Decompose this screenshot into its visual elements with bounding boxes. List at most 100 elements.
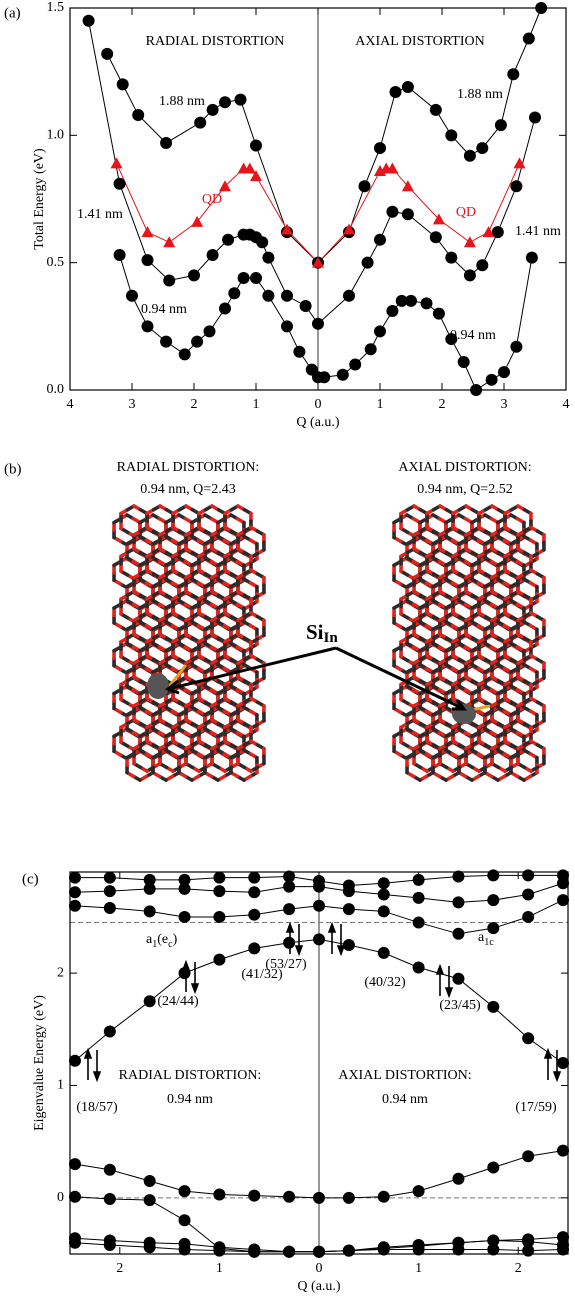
point [207,104,219,116]
point [313,1246,325,1258]
point [343,885,355,897]
y-axis-title: Total Energy (eV) [32,148,47,250]
y-tick-label: 1.5 [47,0,65,15]
point [213,1188,225,1200]
x-tick-label: 1 [216,1261,223,1276]
panel-label: (b) [4,461,22,477]
point [374,234,386,246]
point [476,142,488,154]
label-part: 1c [484,937,494,948]
point [144,995,156,1007]
point [69,900,81,912]
point [69,1055,81,1067]
point [386,305,398,317]
point [405,295,417,307]
point [557,1244,569,1256]
point [522,1245,534,1257]
annotation: (17/59) [515,1100,557,1115]
series-label: 0.94 nm [141,302,187,317]
point [104,1193,116,1205]
point [557,1145,569,1157]
point [522,1032,534,1044]
point [313,881,325,893]
label-part: ) [173,932,178,947]
point [522,1150,534,1162]
point [365,343,377,355]
structure-subtitle: 0.94 nm, Q=2.43 [140,482,235,497]
point [235,94,247,106]
spin-down [338,924,344,954]
x-axis-title: Q (a.u.) [297,1279,340,1294]
point [487,894,499,906]
point [430,231,442,243]
point [452,1244,464,1256]
x-tick-label: 3 [501,397,508,412]
point [126,290,138,302]
annotation: AXIAL DISTORTION [355,34,484,49]
point [378,1244,390,1256]
point [160,336,172,348]
point [69,872,81,884]
point [144,1241,156,1253]
point [104,872,116,884]
point [207,249,219,261]
point [433,308,445,320]
series-label: QD [202,192,222,207]
point [144,905,156,917]
point [104,885,116,897]
annotation: (53/27) [265,957,307,972]
point [179,1244,191,1256]
point [144,1194,156,1206]
point [343,1245,355,1257]
point [498,366,510,378]
point [452,870,464,882]
point [228,287,240,299]
series-label: 1.41 nm [77,207,123,222]
point [522,911,534,923]
point [114,249,126,261]
point [510,180,522,192]
point [378,947,390,959]
point [452,896,464,908]
point [163,274,175,286]
point [281,290,293,302]
point [69,1191,81,1203]
series-label: QD [456,205,476,220]
point [213,954,225,966]
point [248,909,260,921]
y-tick-label: 0.0 [47,382,65,397]
x-tick-label: 3 [129,397,136,412]
point [374,142,386,154]
spin-down [94,1050,100,1080]
point [179,883,191,895]
point [487,869,499,881]
point [219,303,231,315]
orbital [147,673,169,699]
point [163,236,175,247]
point [452,1173,464,1185]
spin-down [446,966,452,996]
annotation: (23/45) [439,998,481,1013]
point [374,325,386,337]
panel-label: (a) [4,5,21,21]
point [104,1026,116,1038]
point [283,881,295,893]
annotation: RADIAL DISTORTION [146,34,285,49]
point [535,2,547,14]
structure [114,506,264,780]
point [283,1246,295,1258]
point [362,257,374,269]
point [83,15,95,27]
point [557,1057,569,1069]
series-label: 1.88 nm [159,94,205,109]
point [248,1246,260,1258]
point [464,236,476,247]
point [452,928,464,940]
structure-subtitle: 0.94 nm, Q=2.52 [417,482,512,497]
point [248,942,260,954]
point [378,877,390,889]
point [179,1185,191,1197]
point [343,290,355,302]
point [69,1158,81,1170]
point [523,33,535,45]
